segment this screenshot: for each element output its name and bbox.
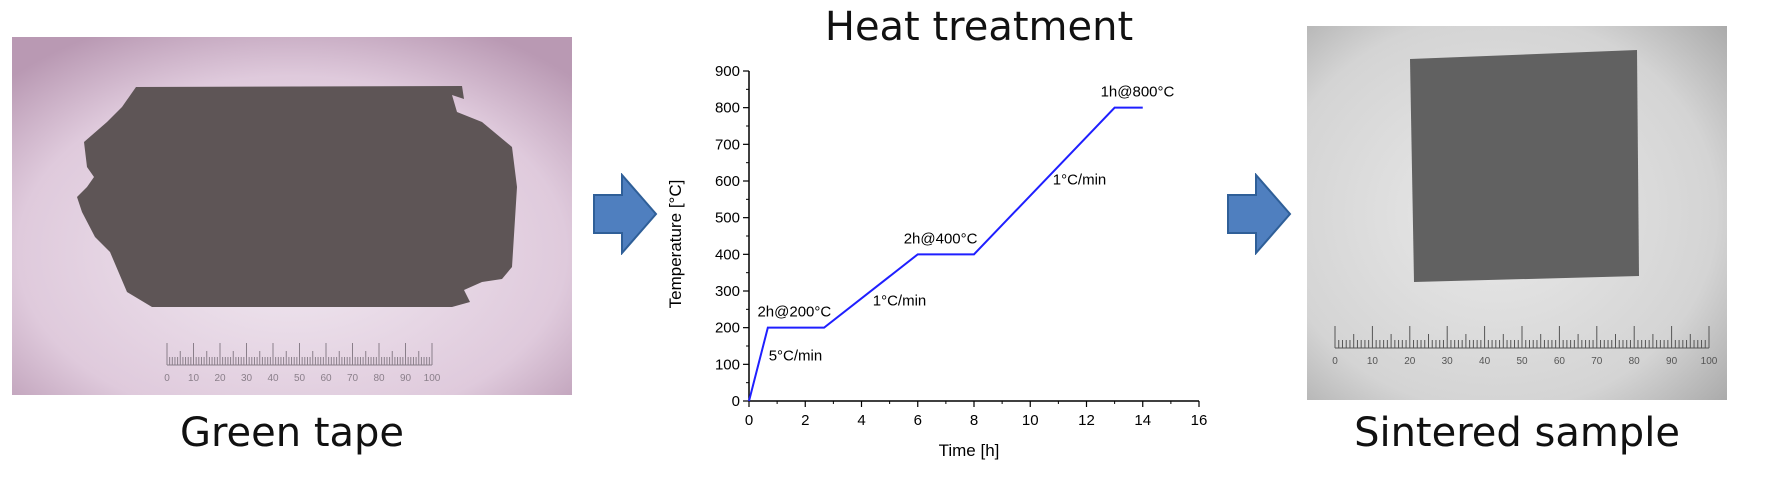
x-tick-label: 2 (801, 412, 809, 429)
y-tick-label: 100 (715, 356, 740, 373)
x-tick-label: 0 (745, 412, 753, 429)
ruler-label: 50 (294, 373, 306, 384)
chart-annotation: 1h@800°C (1101, 84, 1175, 101)
y-tick-label: 800 (715, 100, 740, 117)
ruler-label: 40 (1479, 356, 1491, 367)
y-tick-label: 0 (732, 393, 740, 410)
ruler-label: 10 (1367, 356, 1379, 367)
ruler-label: 30 (241, 373, 253, 384)
right-arrow-icon (593, 173, 658, 255)
ruler-label: 90 (400, 373, 412, 384)
y-tick-label: 900 (715, 63, 740, 80)
sintered-sample-shape (1410, 50, 1639, 282)
green-tape-photo: 0 10 20 30 40 50 60 70 80 90 100 (12, 37, 572, 395)
ruler-label: 80 (373, 373, 385, 384)
y-tick-label: 400 (715, 246, 740, 263)
series-line (748, 106, 1143, 402)
green-tape-caption: Green tape (179, 410, 405, 456)
chart-title: Heat treatment (825, 4, 1133, 50)
ruler-label: 100 (424, 373, 441, 384)
ruler-label: 70 (1591, 356, 1603, 367)
ruler-label: 10 (188, 373, 200, 384)
y-tick-label: 500 (715, 210, 740, 227)
green-tape-ruler (166, 343, 433, 366)
ruler-label: 0 (1332, 356, 1338, 367)
green-tape-shape (77, 86, 517, 307)
x-tick-label: 16 (1191, 412, 1208, 429)
ruler-label: 40 (267, 373, 279, 384)
y-tick-label: 700 (715, 136, 740, 153)
ruler-label: 60 (1554, 356, 1566, 367)
ruler-label: 60 (320, 373, 332, 384)
ruler-label: 30 (1442, 356, 1454, 367)
y-axis-label: Temperature [°C] (666, 180, 685, 309)
y-tick-label: 600 (715, 173, 740, 190)
sintered-sample-caption: Sintered sample (1354, 410, 1680, 456)
ruler-label: 70 (347, 373, 359, 384)
ruler-label: 50 (1516, 356, 1528, 367)
chart-annotation: 5°C/min (769, 348, 823, 365)
ruler-label: 80 (1629, 356, 1641, 367)
ruler-label: 100 (1701, 356, 1718, 367)
right-arrow-icon (1227, 173, 1292, 255)
y-tick-label: 200 (715, 320, 740, 337)
chart-annotation: 2h@400°C (904, 230, 978, 247)
x-tick-label: 10 (1022, 412, 1039, 429)
ruler-label: 20 (214, 373, 226, 384)
ruler-label: 90 (1666, 356, 1678, 367)
sintered-sample-ruler (1334, 326, 1710, 349)
x-tick-label: 14 (1134, 412, 1151, 429)
chart-annotation: 2h@200°C (757, 304, 831, 321)
ruler-label: 0 (164, 373, 170, 384)
sintered-sample-photo: 0 10 20 30 40 50 60 70 80 90 100 (1307, 26, 1727, 400)
ruler-label: 20 (1404, 356, 1416, 367)
x-tick-label: 8 (970, 412, 978, 429)
x-axis-label: Time [h] (939, 441, 1000, 460)
chart-annotation: 1°C/min (1053, 172, 1107, 189)
x-tick-label: 6 (914, 412, 922, 429)
x-tick-label: 4 (857, 412, 865, 429)
y-tick-label: 300 (715, 283, 740, 300)
heat-treatment-chart: Heat treatment 0100200300400500600700800… (666, 4, 1208, 460)
chart-annotation: 1°C/min (873, 293, 927, 310)
x-tick-label: 12 (1078, 412, 1095, 429)
